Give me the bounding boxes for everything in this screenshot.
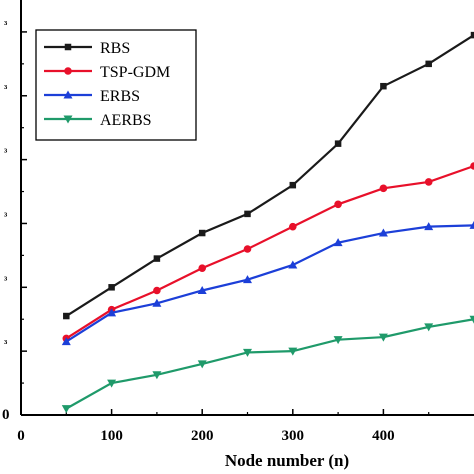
series-line [65,318,474,410]
x-tick-label: 0 [17,428,25,444]
legend-item: TSP-GDM [44,64,170,81]
data-point [469,315,474,324]
x-tick-label: 400 [372,428,395,444]
data-point [289,181,297,189]
data-point [333,238,343,247]
data-point [63,312,70,320]
data-point [334,140,342,147]
data-point [378,333,388,342]
data-point [424,178,433,186]
data-point [243,275,252,284]
data-point [243,245,252,253]
data-point [244,210,251,218]
legend-marker [64,43,72,51]
data-point [197,360,207,369]
data-point [108,284,115,291]
legend-label: TSP-GDM [100,64,170,81]
data-point [153,286,161,295]
series-tsp-gdm [62,162,474,343]
series-erbs [61,220,474,346]
data-point [198,229,206,237]
legend-box [35,29,197,141]
y-tick-label: ³ [4,338,8,350]
data-point [289,222,297,231]
data-point [288,260,298,269]
data-point [379,184,388,193]
series-rbs [63,31,474,320]
x-tick-label: 100 [100,428,123,444]
data-point [152,371,162,380]
data-point [333,336,343,345]
y-tick-label: ³ [4,147,8,159]
data-point [243,348,252,357]
data-point [152,298,162,307]
x-axis-ticks: 0 100 200 300 400 [17,409,430,444]
data-point [197,286,207,294]
data-point [288,347,298,356]
y-tick-label: ³ [4,274,8,286]
series-line [65,34,474,317]
y-tick-label: ³ [4,19,8,31]
data-point [424,222,434,231]
data-point [107,379,117,388]
legend-item: ERBS [44,88,140,105]
series-layer [61,31,474,414]
y-axis-ticks: ³ ³ ³ ³ ³ ³ 0 [2,19,27,423]
series-line [65,224,474,343]
x-axis-label: Node number (n) [225,451,349,470]
legend-label: ERBS [100,88,140,105]
data-point [334,200,342,209]
data-point [107,308,117,317]
legend-marker [63,90,73,99]
legend-marker [63,115,73,124]
legend-item: RBS [44,40,130,57]
y-tick-label: ³ [4,210,8,222]
data-point [380,82,387,90]
data-point [198,264,206,272]
data-point [61,337,71,346]
series-line [65,164,474,340]
data-point [470,162,474,170]
legend-label: AERBS [100,112,152,129]
legend-marker [64,67,72,75]
x-tick-label: 300 [282,428,305,444]
data-point [469,220,474,229]
data-point [61,405,71,414]
y-tick-label: 0 [2,407,10,423]
series-aerbs [61,315,474,414]
data-point [378,228,388,237]
y-tick-label: ³ [4,83,8,95]
data-point [153,255,161,262]
data-point [425,60,432,68]
legend: RBS TSP-GDM ERBS AERBS [35,29,197,141]
data-point [470,31,474,39]
legend-label: RBS [100,40,130,57]
x-tick-label: 200 [191,428,214,444]
data-point [424,323,434,332]
legend-item: AERBS [44,112,152,129]
